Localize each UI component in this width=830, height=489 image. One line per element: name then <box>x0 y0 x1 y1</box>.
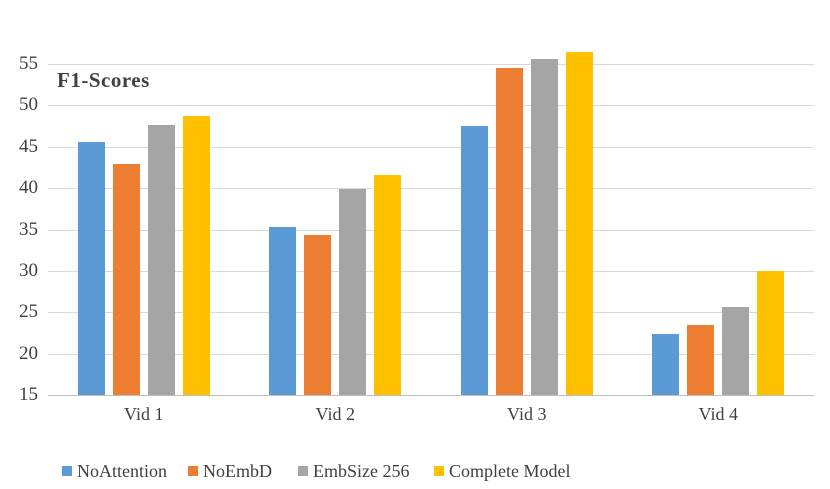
legend-item: NoEmbD <box>188 459 272 483</box>
y-axis-tick-label: 30 <box>19 259 38 281</box>
bar <box>722 307 750 395</box>
y-axis-tick-label: 25 <box>19 301 38 323</box>
gridline <box>48 270 814 272</box>
y-axis-tick-label: 20 <box>19 342 38 364</box>
gridline <box>48 105 814 107</box>
y-axis-tick-label: 45 <box>19 135 38 157</box>
legend-label: NoAttention <box>77 460 167 481</box>
y-axis-tick-label: 15 <box>19 384 38 405</box>
bar <box>652 333 680 395</box>
legend-item: Complete Model <box>434 459 570 483</box>
gridline <box>48 188 814 190</box>
legend-swatch-icon <box>298 466 308 476</box>
bar <box>757 270 785 395</box>
legend-item: EmbSize 256 <box>298 459 410 483</box>
y-axis-tick-label: 40 <box>19 177 38 199</box>
bar <box>565 52 593 395</box>
bar <box>77 141 105 395</box>
legend-swatch-icon <box>188 466 198 476</box>
legend-swatch-icon <box>62 466 72 476</box>
y-axis-tick-label: 35 <box>19 218 38 240</box>
legend-swatch-icon <box>434 466 444 476</box>
bar <box>304 235 332 395</box>
gridline <box>48 229 814 231</box>
gridline <box>48 146 814 148</box>
legend-item: NoAttention <box>62 459 167 483</box>
bar <box>112 164 140 395</box>
legend-label: EmbSize 256 <box>313 460 410 481</box>
x-axis-label: Vid 2 <box>315 404 355 424</box>
chart-title: F1-Scores <box>57 68 150 92</box>
bar <box>147 125 175 395</box>
gridline <box>48 312 814 314</box>
bar <box>687 324 715 395</box>
bar <box>339 188 367 395</box>
x-axis-label: Vid 4 <box>698 404 738 424</box>
bar <box>460 126 488 395</box>
x-axis-label: Vid 1 <box>124 404 164 424</box>
gridline <box>48 64 814 65</box>
y-axis-tick-label: 55 <box>19 53 38 74</box>
bar <box>182 116 210 395</box>
bar <box>269 227 297 395</box>
bar <box>530 59 558 395</box>
x-axis-label: Vid 3 <box>507 404 547 424</box>
y-axis-tick-label: 50 <box>19 94 38 116</box>
bar <box>495 68 523 395</box>
x-axis-line <box>48 395 814 396</box>
bar <box>374 174 402 395</box>
legend-label: NoEmbD <box>203 460 272 481</box>
gridline <box>48 353 814 355</box>
legend-label: Complete Model <box>449 460 571 481</box>
